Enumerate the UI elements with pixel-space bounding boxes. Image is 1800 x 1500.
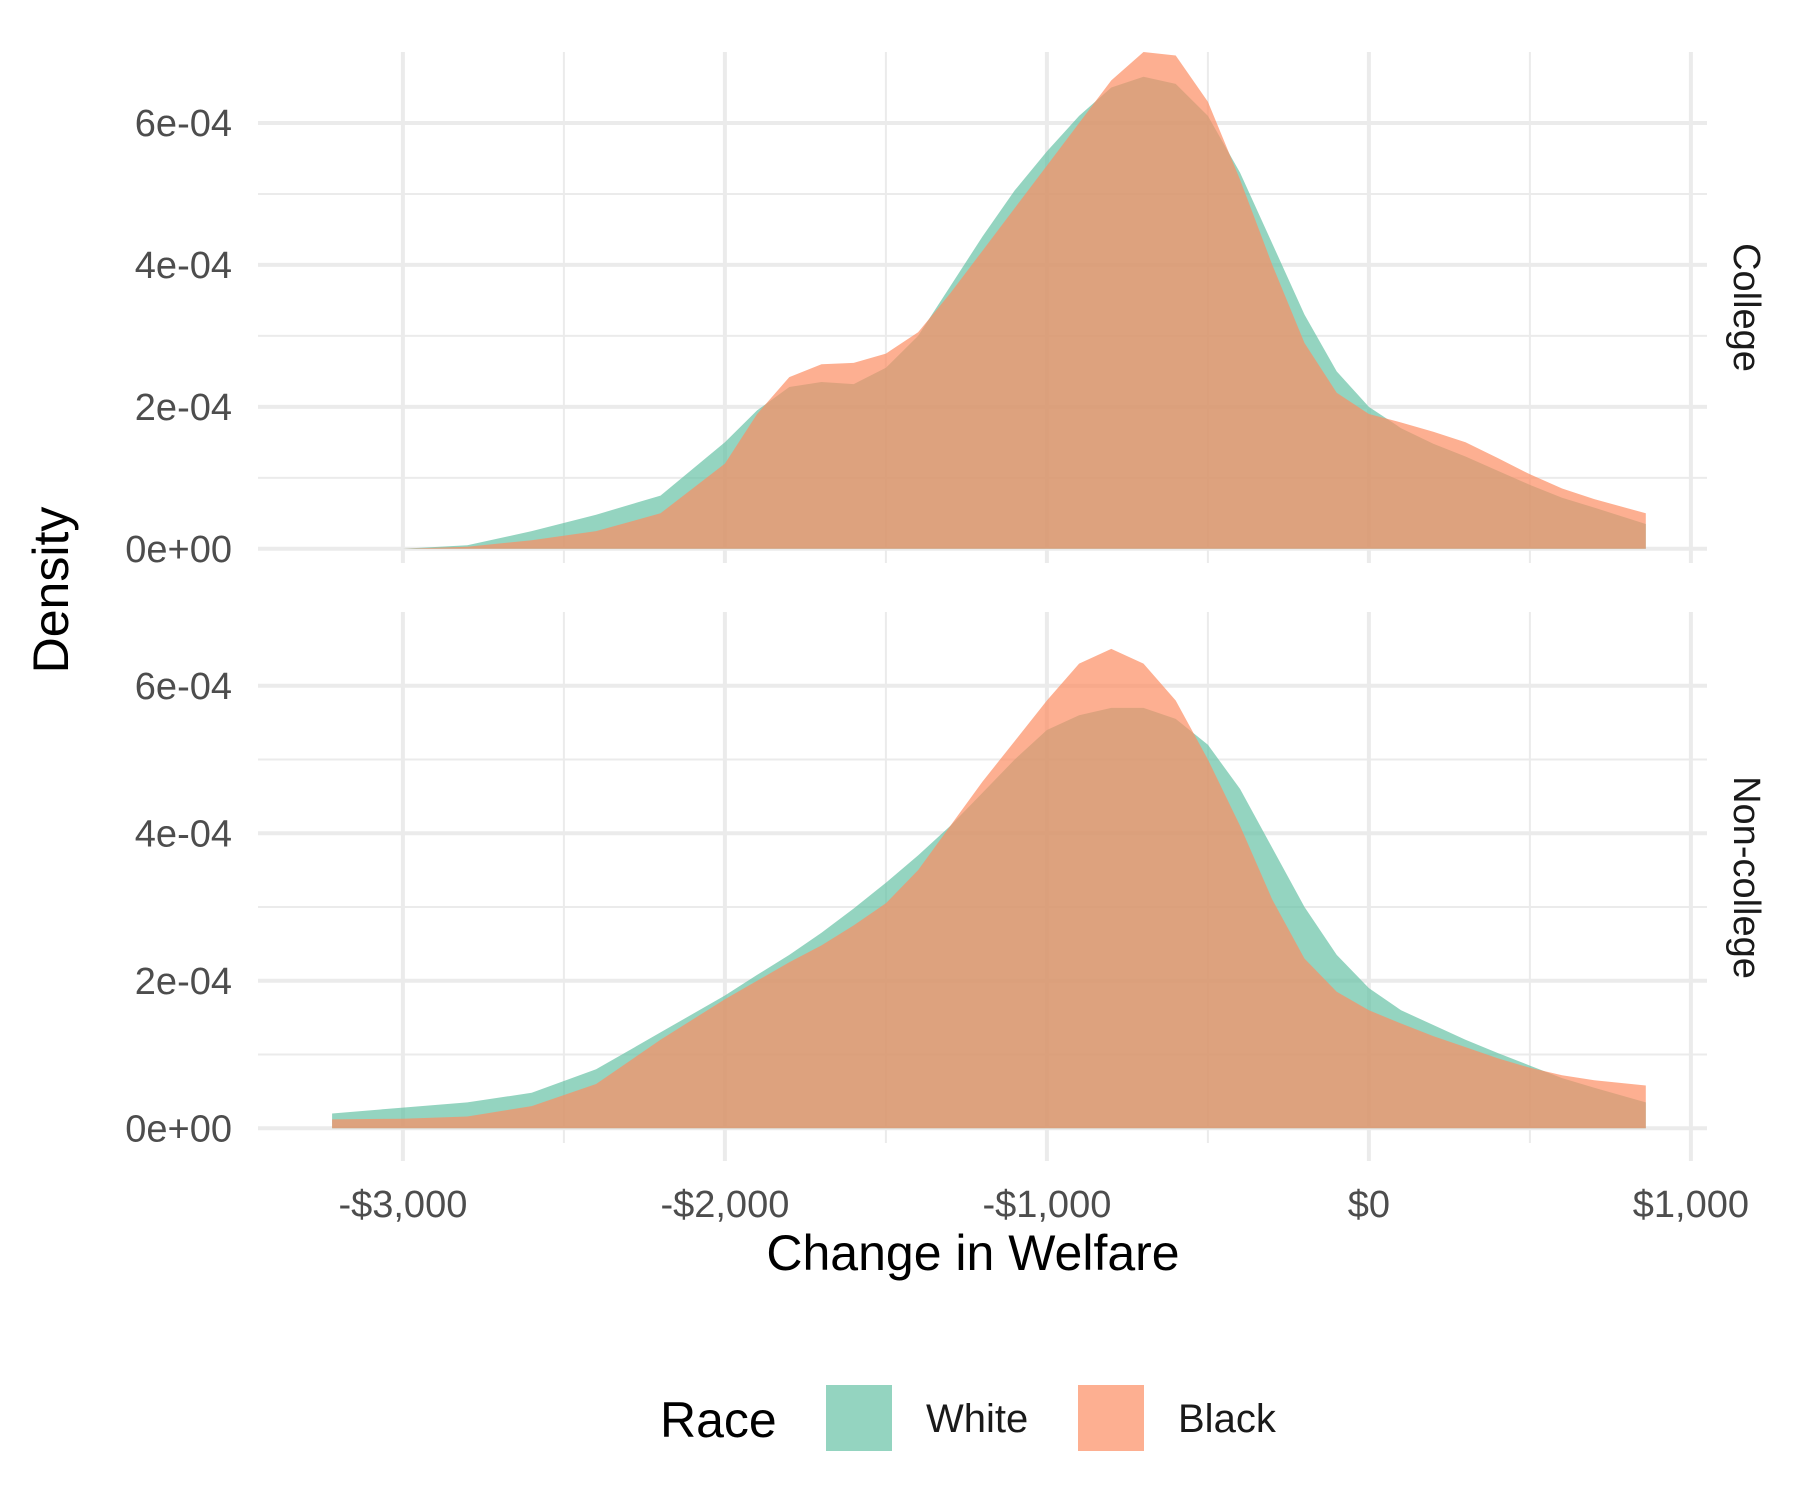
- legend-swatch-black: [1078, 1385, 1144, 1451]
- density-area-black-non-college: [332, 648, 1646, 1129]
- legend-label-black: Black: [1178, 1397, 1277, 1441]
- legend-swatch-white: [826, 1385, 892, 1451]
- x-axis: -$3,000 -$2,000 -$1,000 $0 $1,000: [338, 1143, 1749, 1226]
- x-tick-label: $1,000: [1633, 1184, 1749, 1226]
- y-tick-label: 2e-04: [135, 387, 232, 429]
- y-tick-label: 4e-04: [135, 813, 232, 855]
- x-tick-label: -$1,000: [982, 1184, 1111, 1226]
- panel-college: 0e+00 2e-04 4e-04 6e-04 College: [125, 52, 1767, 571]
- y-axis-title: Density: [23, 507, 79, 674]
- y-tick-label: 0e+00: [125, 529, 232, 571]
- y-tick-label: 2e-04: [135, 961, 232, 1003]
- x-tick-label: -$2,000: [660, 1184, 789, 1226]
- legend-title: Race: [660, 1392, 777, 1448]
- density-area-black-college: [402, 52, 1646, 549]
- facet-label-college: College: [1725, 243, 1767, 372]
- y-tick-label: 6e-04: [135, 103, 232, 145]
- x-tick-label: -$3,000: [338, 1184, 467, 1226]
- x-tick-label: $0: [1348, 1184, 1390, 1226]
- x-axis-title: Change in Welfare: [766, 1225, 1179, 1281]
- facet-panels: 0e+00 2e-04 4e-04 6e-04 College 0e+00 2e-04 4e-…: [125, 52, 1767, 1150]
- panel-non-college: 0e+00 2e-04 4e-04 6e-04 Non-college: [125, 612, 1767, 1150]
- facet-label-non-college: Non-college: [1725, 776, 1767, 979]
- y-tick-label: 4e-04: [135, 245, 232, 287]
- y-tick-label: 6e-04: [135, 666, 232, 708]
- legend-label-white: White: [926, 1397, 1028, 1441]
- legend: Race White Black: [660, 1385, 1277, 1451]
- y-tick-label: 0e+00: [125, 1108, 232, 1150]
